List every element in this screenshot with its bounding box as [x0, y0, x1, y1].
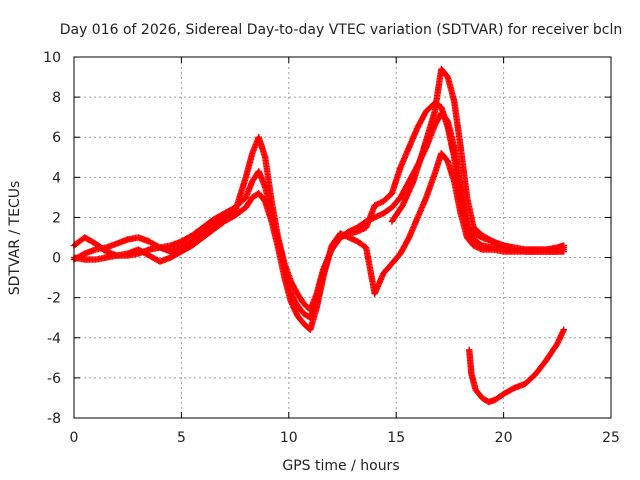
series-track-2 [70, 99, 567, 313]
y-tick-label: 10 [43, 50, 61, 66]
series-track-5 [466, 326, 567, 406]
x-tick-label: 0 [70, 430, 79, 446]
y-tick-label: -6 [47, 371, 61, 387]
series-track-4 [388, 65, 567, 253]
y-tick-label: 6 [52, 130, 61, 146]
x-tick-label: 20 [495, 430, 513, 446]
y-axis-label: SDTVAR / TECUs [7, 181, 23, 296]
chart-title: Day 016 of 2026, Sidereal Day-to-day VTE… [60, 22, 623, 38]
y-tick-label: 0 [52, 251, 61, 267]
y-tick-label: 8 [52, 90, 61, 106]
x-tick-label: 15 [387, 430, 405, 446]
grid-lines [74, 57, 611, 418]
data-series [70, 65, 567, 406]
y-tick-label: 2 [52, 210, 61, 226]
y-tick-label: -2 [47, 291, 61, 307]
x-tick-label: 5 [177, 430, 186, 446]
x-tick-label: 25 [602, 430, 620, 446]
y-tick-label: -4 [47, 331, 61, 347]
y-tick-label: 4 [52, 170, 61, 186]
axis-ticks: 0 5 10 15 20 25 -8 -6 -4 -2 0 2 4 6 8 10 [43, 50, 620, 446]
data-point [560, 326, 567, 333]
x-tick-label: 10 [280, 430, 298, 446]
plot-frame [73, 56, 612, 419]
data-point [560, 244, 567, 251]
x-axis-label: GPS time / hours [282, 458, 399, 474]
y-tick-label: -8 [47, 411, 61, 427]
